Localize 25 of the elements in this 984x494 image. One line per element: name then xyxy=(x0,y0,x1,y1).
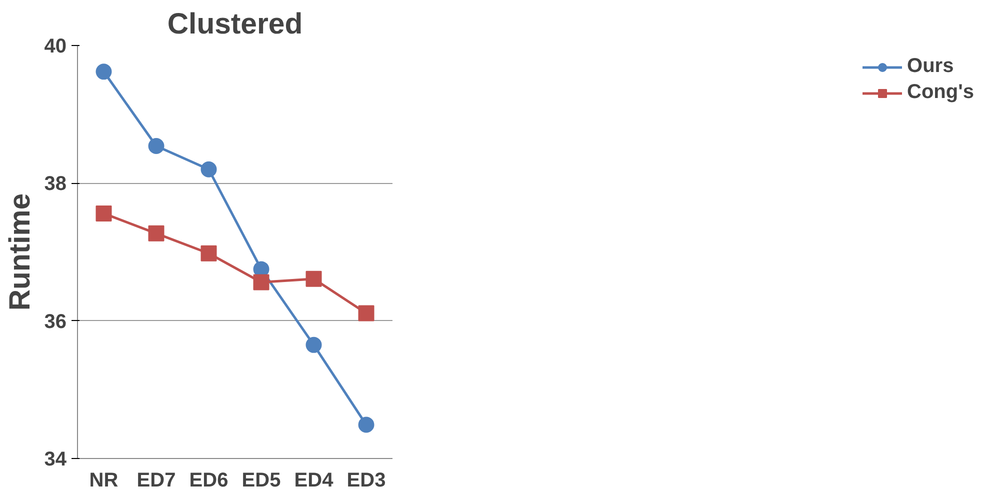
y-tick-label: 34 xyxy=(44,448,68,470)
chart-title: Clustered xyxy=(167,8,303,40)
x-tick-label: ED3 xyxy=(346,470,386,492)
point xyxy=(148,138,164,154)
x-tick-label: ED4 xyxy=(294,470,334,492)
y-tick-label: 36 xyxy=(44,310,67,333)
point xyxy=(96,205,112,222)
x-tick-label: ED7 xyxy=(136,470,176,492)
point xyxy=(306,336,322,353)
legend-label: Cong's xyxy=(907,81,974,104)
point xyxy=(358,416,374,433)
point xyxy=(200,245,217,262)
legend-label: Ours xyxy=(907,55,954,78)
point xyxy=(200,161,217,178)
point xyxy=(148,225,164,242)
point xyxy=(253,274,270,290)
point xyxy=(306,270,322,287)
x-tick-label: NR xyxy=(89,470,119,492)
point xyxy=(96,64,112,80)
x-tick-label: ED5 xyxy=(242,470,281,492)
y-tick-label: 40 xyxy=(44,36,67,58)
x-tick-label: ED6 xyxy=(189,470,228,492)
y-tick-label: 38 xyxy=(44,173,67,196)
point xyxy=(358,305,374,322)
y-axis-title: Runtime xyxy=(3,193,36,311)
